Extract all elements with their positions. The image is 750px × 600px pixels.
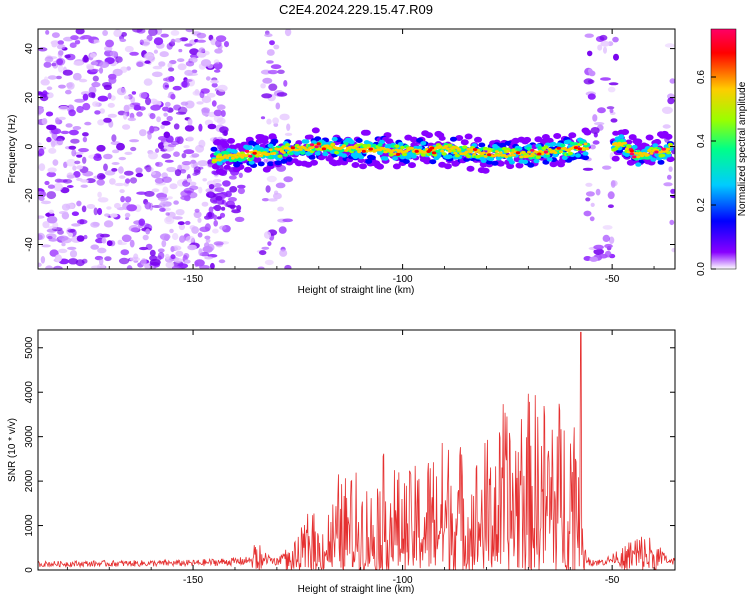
colorbar: 0.0 0.2 0.4 0.6 Normalized spectral amplitu… [696,28,748,276]
snr-frame [37,329,676,571]
x-tick-label: -150 [183,274,203,285]
y-tick-label: 40 [24,43,35,55]
colorbar-tick-label: 0.6 [696,70,707,84]
y-tick-label: 4000 [24,381,35,404]
snr-series-line [38,331,675,570]
colorbar-gradient [710,28,737,270]
y-tick-label: 2000 [24,470,35,493]
figure-title: C2E4.2024.229.15.47.R09 [279,2,433,17]
snr-axes: -150 -100 -50 0 1000 2000 3000 4000 5000 [24,330,675,586]
spectrogram-xlabel: Height of straight line (km) [298,285,415,296]
x-tick-label: -50 [605,575,620,586]
spectrogram-ylabel: Frequency (Hz) [7,115,18,184]
x-tick-label: -150 [183,575,203,586]
spectrogram-heatmap [38,29,675,269]
snr-xlabel: Height of straight line (km) [298,584,415,595]
colorbar-axes: 0.0 0.2 0.4 0.6 [696,70,716,276]
colorbar-tick-label: 0.2 [696,198,707,212]
y-tick-label: 1000 [24,514,35,537]
colorbar-label: Normalized spectral amplitude [737,81,748,216]
x-tick-label: -50 [605,274,620,285]
x-tick-label: -100 [393,274,413,285]
y-tick-label: 3000 [24,425,35,448]
y-tick-label: 5000 [24,336,35,359]
y-tick-label: 0 [24,143,35,149]
colorbar-tick-label: 0.0 [696,262,707,276]
colorbar-tick-label: 0.4 [696,134,707,148]
y-tick-label: 20 [24,92,35,104]
y-tick-label: -40 [24,237,35,252]
spectrogram-panel: -150 -100 -50 -40 -20 0 20 40 Height of straigh… [7,28,676,296]
spectrogram-frame [37,28,676,270]
snr-ylabel: SNR (10 * v/v) [7,418,18,482]
spectrogram-axes: -150 -100 -50 -40 -20 0 20 40 [24,29,675,285]
snr-panel: -150 -100 -50 0 1000 2000 3000 4000 5000 Height … [7,329,676,595]
y-tick-label: -20 [24,188,35,203]
x-tick-label: -100 [393,575,413,586]
y-tick-label: 0 [24,567,35,573]
